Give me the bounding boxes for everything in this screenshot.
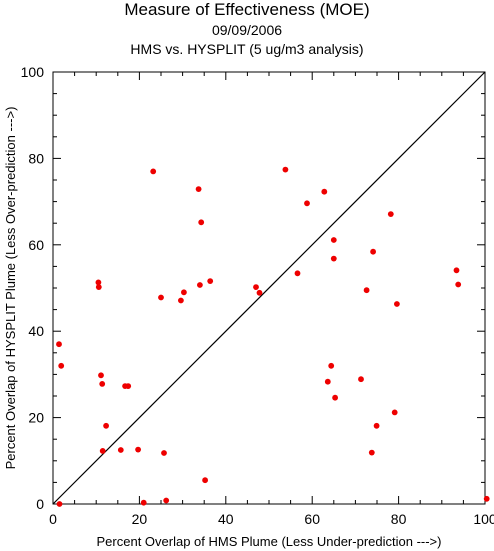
data-point-12	[135, 446, 142, 453]
chart-title: Measure of Effectiveness (MOE)	[124, 0, 370, 19]
data-point-0	[56, 341, 62, 348]
y-tick-label-60: 60	[28, 237, 44, 253]
x-tick-label-0: 0	[49, 511, 57, 527]
chart-subtitle-analysis: HMS vs. HYSPLIT (5 ug/m3 analysis)	[130, 41, 364, 57]
data-point-7	[99, 448, 106, 454]
data-point-45	[455, 281, 462, 288]
x-axis-label: Percent Overlap of HMS Plume (Less Under…	[97, 534, 442, 549]
data-point-42	[391, 409, 398, 416]
data-point-32	[328, 362, 335, 369]
data-point-23	[202, 477, 209, 484]
identity-line	[52, 71, 486, 505]
data-point-22	[198, 219, 205, 226]
data-point-39	[370, 248, 376, 255]
data-point-24	[207, 278, 214, 284]
data-point-20	[195, 186, 202, 193]
data-point-9	[117, 447, 124, 453]
y-tick-label-0: 0	[36, 496, 44, 512]
data-point-41	[387, 211, 394, 218]
data-points	[56, 166, 490, 507]
x-tick-label-40: 40	[218, 511, 234, 527]
x-tick-label-100: 100	[473, 511, 494, 527]
data-point-33	[330, 237, 337, 243]
y-tick-label-20: 20	[28, 410, 44, 426]
data-point-25	[253, 284, 259, 290]
data-point-30	[321, 188, 328, 195]
data-point-43	[394, 301, 400, 307]
data-point-40	[373, 422, 380, 429]
data-point-38	[368, 449, 375, 456]
data-point-3	[95, 279, 102, 286]
data-point-5	[98, 372, 104, 379]
data-point-14	[150, 168, 157, 175]
data-point-18	[178, 297, 184, 304]
data-point-8	[103, 422, 109, 429]
data-point-37	[363, 287, 370, 294]
data-point-44	[453, 267, 460, 274]
axis-ticks: 0 20 40 60 80 100 0 20 40 60 80 100	[21, 64, 494, 527]
data-point-28	[294, 270, 301, 277]
y-tick-label-40: 40	[28, 323, 44, 339]
data-point-15	[158, 294, 164, 301]
data-point-26	[256, 289, 263, 296]
data-point-27	[282, 166, 289, 173]
chart-subtitle-date: 09/09/2006	[211, 22, 283, 38]
data-point-2	[56, 501, 63, 507]
data-point-21	[197, 282, 203, 288]
data-point-29	[304, 200, 310, 207]
y-tick-label-100: 100	[21, 64, 45, 80]
x-tick-label-80: 80	[391, 511, 407, 527]
data-point-1	[58, 362, 65, 369]
data-point-36	[358, 376, 364, 383]
x-tick-label-20: 20	[132, 511, 148, 527]
x-tick-label-60: 60	[304, 511, 320, 527]
data-point-16	[161, 450, 167, 456]
y-axis-label: Percent Overlap of HYSPLIT Plume (Less O…	[3, 107, 18, 470]
data-point-31	[324, 378, 331, 385]
data-point-13	[140, 499, 147, 506]
data-point-11	[125, 383, 132, 389]
data-point-35	[332, 394, 338, 401]
data-point-46	[483, 495, 490, 502]
data-point-4	[95, 284, 102, 290]
data-point-34	[330, 255, 337, 262]
y-tick-label-80: 80	[28, 150, 44, 166]
data-point-19	[181, 289, 187, 296]
data-point-6	[99, 381, 106, 387]
data-point-17	[163, 497, 170, 504]
